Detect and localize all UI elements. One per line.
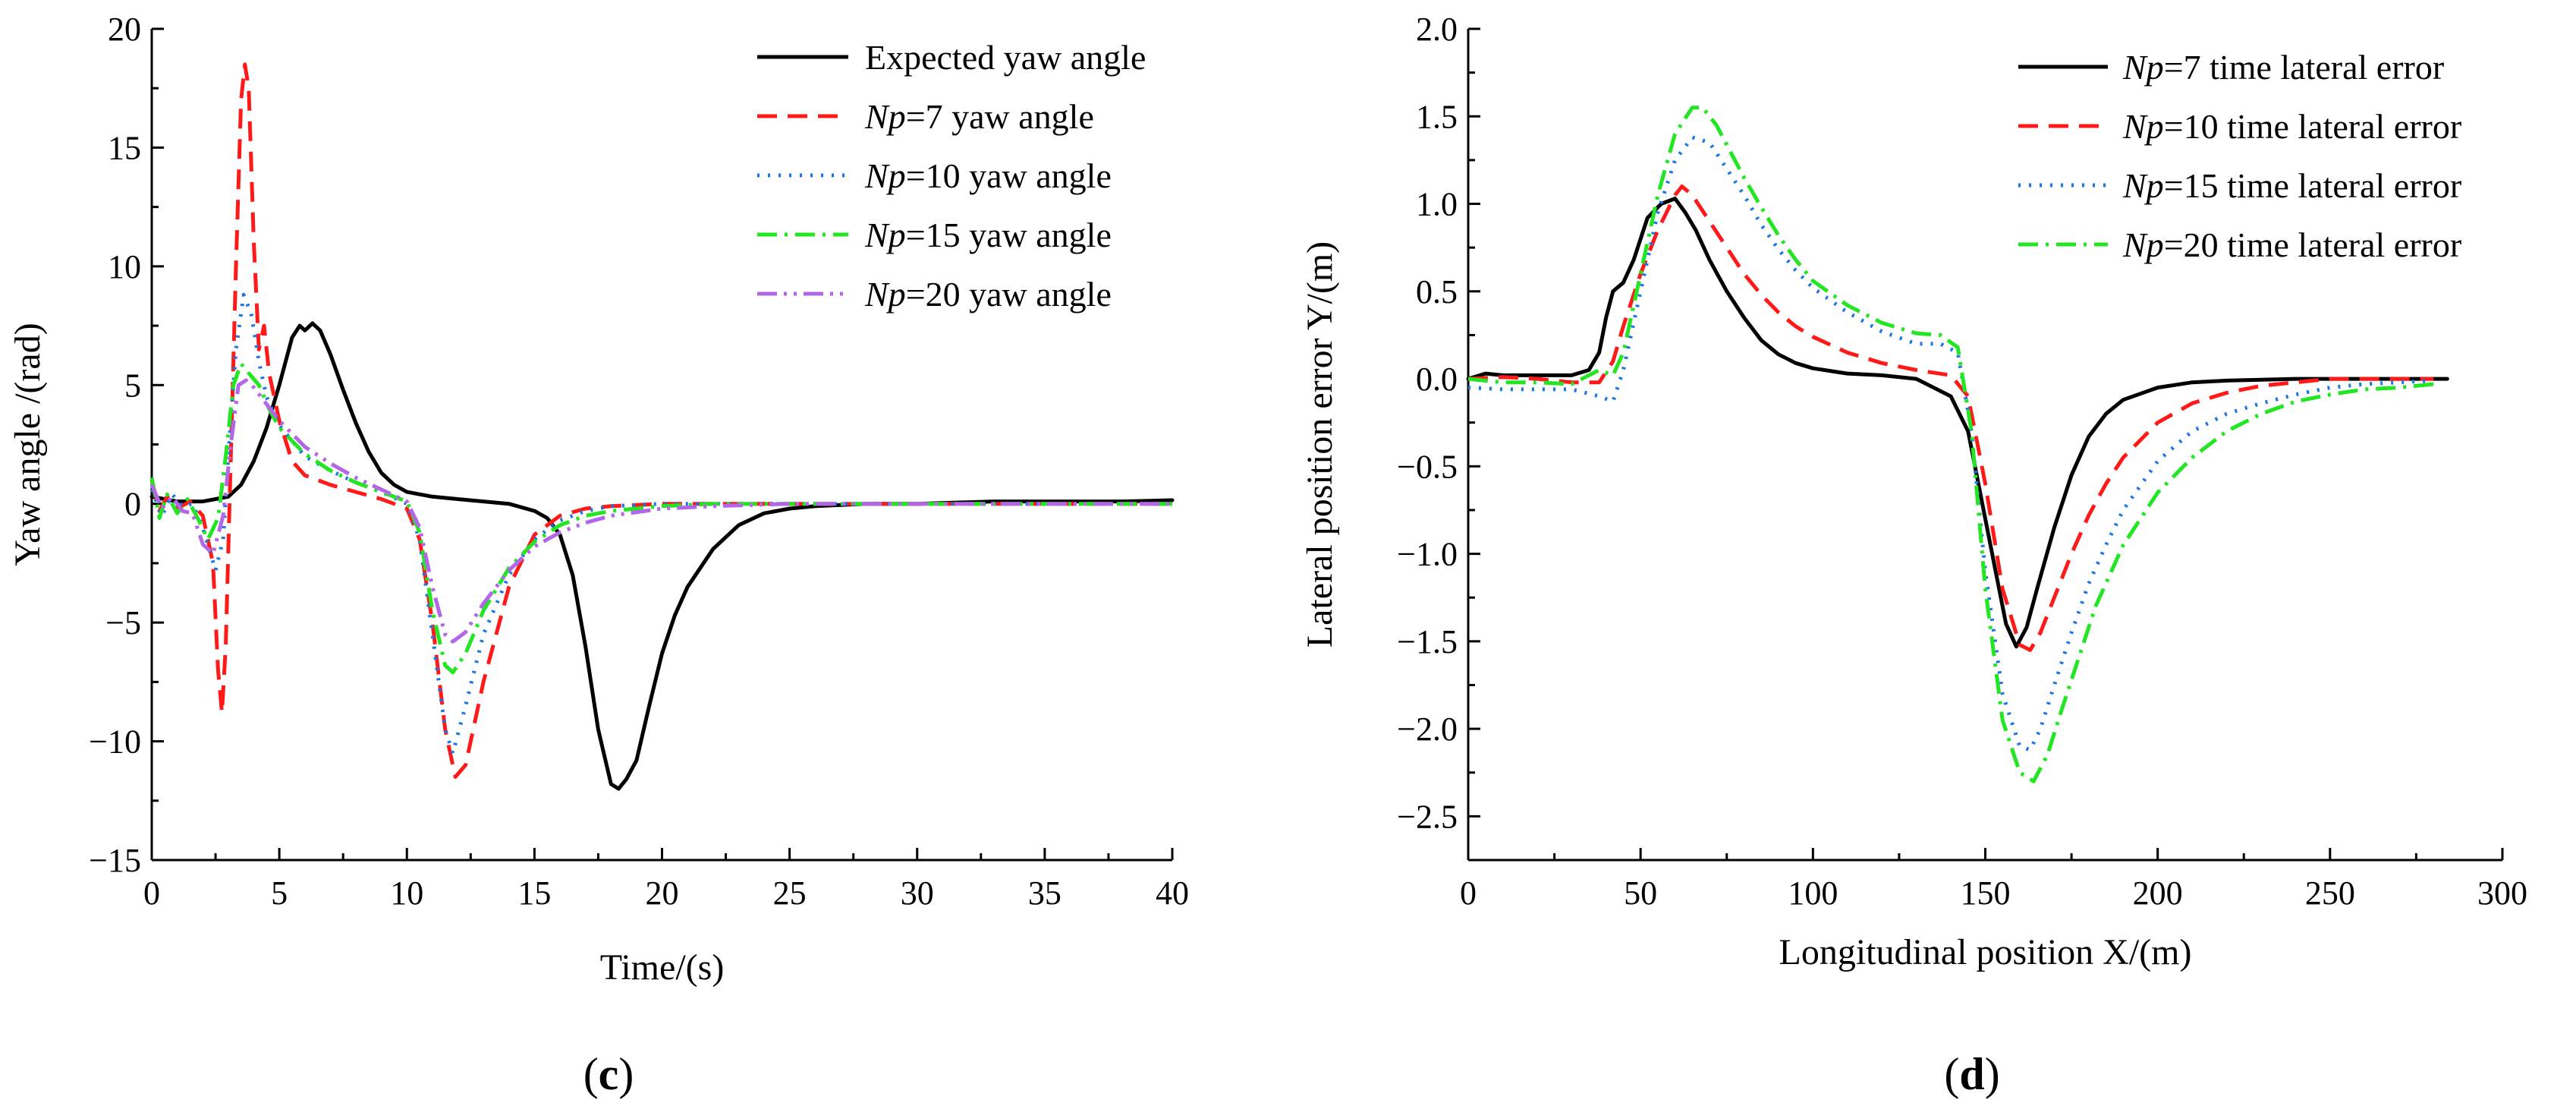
y-tick-label: 0	[124, 486, 141, 523]
legend-label-part: =15 yaw angle	[906, 216, 1112, 254]
y-tick-label: 1.5	[1416, 98, 1458, 135]
legend-entry-label: Np=7 time lateral error	[2122, 48, 2444, 87]
legend-entry-label: Np=20 yaw angle	[864, 275, 1112, 314]
x-tick-label: 0	[143, 874, 160, 912]
legend-label-part: =20 time lateral error	[2164, 225, 2461, 264]
legend-label-part: =7 yaw angle	[906, 97, 1094, 136]
legend-label-part: Np	[864, 97, 906, 136]
x-tick-label: 5	[271, 874, 288, 912]
legend-entry-label: Np=15 time lateral error	[2122, 166, 2461, 205]
legend-label-part: Np	[864, 275, 906, 314]
legend-entry-label: Np=7 yaw angle	[864, 97, 1094, 136]
x-tick-label: 50	[1624, 874, 1657, 912]
x-tick-label: 100	[1788, 874, 1838, 912]
x-tick-label: 20	[646, 874, 679, 912]
y-tick-label: 2.0	[1416, 11, 1458, 48]
chart-panel-c: 0 5 10 15 20 25 30 35 40 −15 −10 −5 0 5 10 15 20 Time/(s)…	[8, 11, 1189, 1099]
y-axis-title: Yaw angle /(rad)	[8, 323, 48, 566]
x-tick-label: 150	[1961, 874, 2011, 912]
legend-label-part: Np	[2122, 225, 2164, 264]
x-tick-label: 200	[2133, 874, 2183, 912]
y-tick-label: 15	[108, 129, 141, 166]
y-tick-label: 0.0	[1416, 361, 1458, 398]
x-tick-label: 300	[2477, 874, 2527, 912]
y-axis-title: Lateral position error Y/(m)	[1300, 241, 1340, 648]
y-tick-label: 10	[108, 248, 141, 285]
panel-label: (c)	[583, 1049, 634, 1099]
y-tick-label: −15	[89, 842, 141, 879]
y-tick-label: −0.5	[1397, 448, 1458, 485]
y-tick-label: 5	[124, 367, 141, 404]
x-tick-label: 15	[517, 874, 551, 912]
y-tick-label: 1.0	[1416, 186, 1458, 223]
x-axis-title: Longitudinal position X/(m)	[1779, 932, 2192, 972]
legend-entry-label: Np=20 time lateral error	[2122, 225, 2461, 264]
y-tick-label: 0.5	[1416, 273, 1458, 310]
x-axis-title: Time/(s)	[600, 947, 725, 988]
legend-label-part: Np	[2122, 48, 2164, 87]
y-tick-label: −2.5	[1397, 798, 1458, 835]
y-tick-label: −2.0	[1397, 711, 1458, 748]
legend-label-part: =10 time lateral error	[2164, 107, 2461, 146]
y-tick-label: −1.5	[1397, 623, 1458, 660]
legend-label-part: Np	[2122, 166, 2164, 205]
panel-label: (d)	[1944, 1049, 1999, 1099]
legend-entry-label: Np=15 yaw angle	[864, 216, 1112, 254]
legend-entry-label: Np=10 time lateral error	[2122, 107, 2461, 146]
x-tick-label: 250	[2305, 874, 2355, 912]
legend-label-part: =7 time lateral error	[2164, 48, 2444, 87]
x-tick-label: 30	[901, 874, 934, 912]
series-line-2	[1467, 184, 2434, 652]
y-tick-label: −1.0	[1397, 536, 1458, 573]
legend-entry-label: Np=10 yaw angle	[864, 156, 1112, 195]
x-tick-label: 35	[1028, 874, 1062, 912]
legend-entry-label: Expected yaw angle	[865, 38, 1146, 77]
series-line-2	[149, 62, 1172, 779]
legend-label-part: Np	[2122, 107, 2164, 146]
y-tick-label: 20	[108, 11, 141, 48]
y-tick-label: −10	[89, 723, 141, 761]
series-line-3	[149, 292, 1172, 755]
x-tick-label: 10	[390, 874, 423, 912]
legend-label-part: Np	[864, 216, 906, 254]
legend-label-part: Np	[864, 156, 906, 195]
legend-label-part: =10 yaw angle	[906, 156, 1112, 195]
x-tick-label: 25	[773, 874, 807, 912]
x-tick-label: 40	[1156, 874, 1189, 912]
legend-label-part: Expected yaw angle	[865, 38, 1146, 77]
series-line-1	[1466, 197, 2449, 649]
legend-label-part: =15 time lateral error	[2164, 166, 2461, 205]
series-line-5	[149, 378, 1172, 644]
legend-label-part: =20 yaw angle	[906, 275, 1112, 314]
x-tick-label: 0	[1460, 874, 1477, 912]
series-line-4	[1467, 106, 2434, 783]
chart-panel-d: 0 50 100 150 200 250 300 −2.5 −2.0 −1.5 −1.0 −0.5 0.…	[1300, 11, 2527, 1099]
series-line-4	[149, 361, 1172, 675]
y-tick-label: −5	[105, 604, 141, 641]
series-line-1	[149, 321, 1175, 791]
